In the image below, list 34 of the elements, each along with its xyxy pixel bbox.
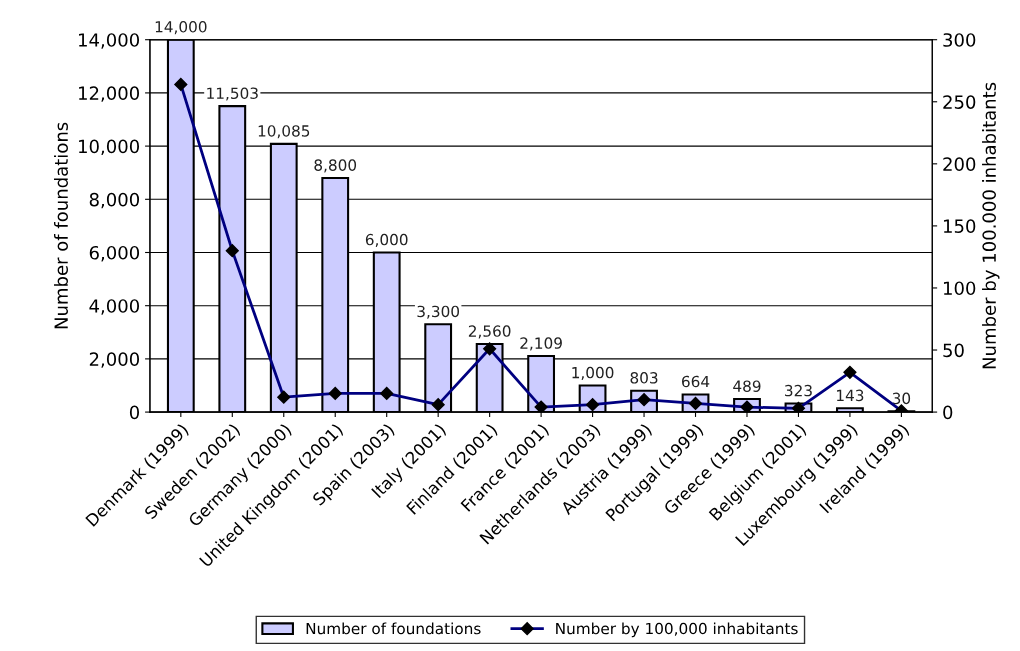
data-label: 664: [682, 375, 710, 388]
y-tick-label: 6,000: [89, 245, 140, 262]
y-axis-title: Number of foundations: [54, 122, 68, 329]
legend-label: Number by 100,000 inhabitants: [556, 622, 798, 638]
data-label: 2,560: [468, 325, 511, 339]
y2-tick-label: 200: [943, 157, 976, 171]
y2-axis-title: Number by 100.000 inhabitants: [982, 82, 1000, 369]
data-label: 30: [892, 392, 911, 405]
y2-tick-label: 0: [943, 405, 953, 420]
y-tick-label: 10,000: [79, 139, 140, 156]
data-label: 10,085: [258, 125, 310, 139]
data-label: 6,000: [365, 233, 408, 247]
data-label: 323: [785, 384, 812, 397]
y-tick-label: 2,000: [89, 352, 140, 368]
y-tick-label: 8,000: [89, 192, 140, 209]
y2-tick-label: 250: [943, 95, 976, 109]
data-label: 143: [837, 389, 864, 402]
y-tick-label: 0: [129, 405, 140, 420]
y2-tick-label: 300: [943, 33, 976, 47]
data-label: 11,503: [207, 87, 258, 101]
data-label: 2,109: [520, 337, 562, 351]
data-label: 14,000: [155, 21, 207, 35]
y2-tick-label: 50: [943, 343, 964, 358]
y-tick-label: 4,000: [89, 299, 140, 315]
y-tick-label: 12,000: [79, 86, 140, 102]
legend-label: Number of foundations: [306, 622, 481, 635]
y-tick-label: 14,000: [79, 33, 140, 49]
data-label: 1,000: [572, 366, 614, 380]
data-label: 489: [733, 380, 761, 392]
y2-tick-label: 100: [943, 281, 976, 296]
data-label: 8,800: [314, 159, 357, 173]
y2-tick-label: 150: [943, 219, 976, 234]
data-label: 3,300: [417, 305, 460, 319]
data-label: 803: [630, 372, 658, 384]
